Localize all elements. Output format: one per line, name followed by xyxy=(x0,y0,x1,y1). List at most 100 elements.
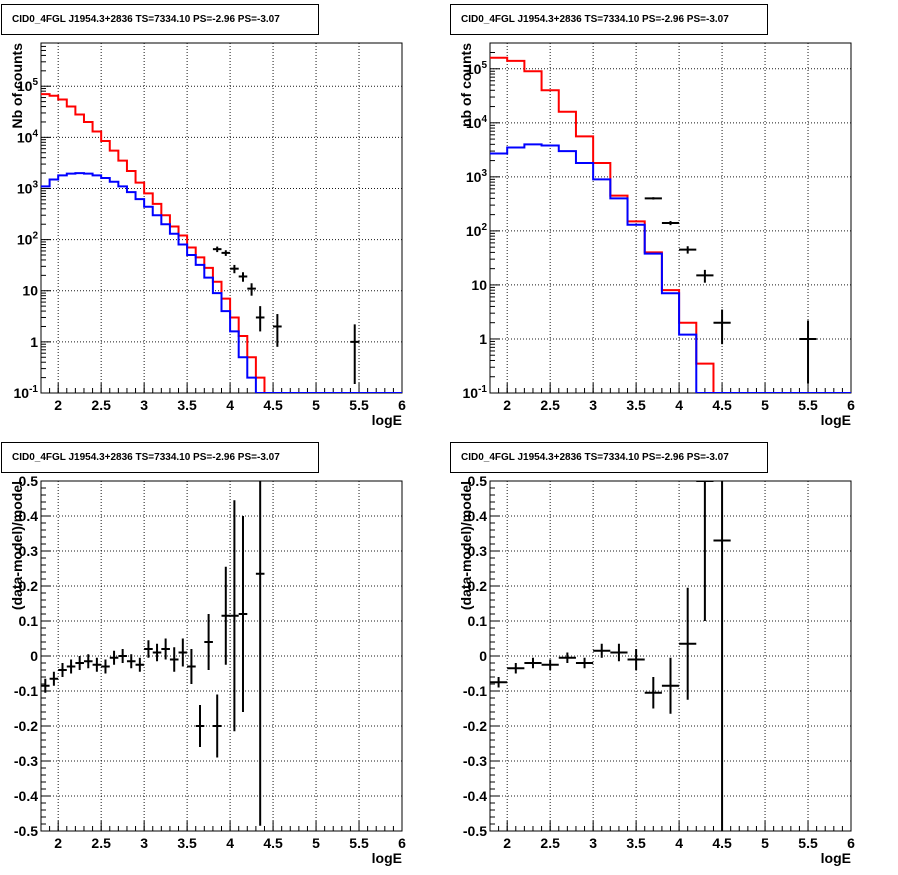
data-point xyxy=(255,306,265,332)
y-tick-label: 10 xyxy=(471,277,487,293)
data-point xyxy=(610,643,628,662)
data-point xyxy=(627,649,645,670)
y-tick-label: 0.1 xyxy=(468,613,488,629)
y-tick-label: 0.1 xyxy=(19,613,39,629)
y-tick-exponent: 3 xyxy=(32,179,38,190)
y-tick-label: 0.4 xyxy=(19,508,39,524)
y-tick-label: 0 xyxy=(479,648,487,664)
data-point xyxy=(135,657,145,672)
x-tick-label: 6 xyxy=(847,397,855,413)
data-point xyxy=(152,643,162,662)
x-tick-label: 2 xyxy=(54,397,62,413)
x-tick-label: 6 xyxy=(398,397,406,413)
data-point xyxy=(255,481,265,826)
y-axis-title: Nb of counts xyxy=(9,43,25,129)
y-tick-base: 10 xyxy=(17,129,33,145)
x-tick-label: 3 xyxy=(140,397,148,413)
x-tick-label: 4 xyxy=(226,835,234,851)
y-tick-base: 10 xyxy=(17,78,33,94)
data-point xyxy=(679,587,697,700)
data-point xyxy=(161,638,170,660)
data-point xyxy=(247,283,256,296)
x-tick-label: 5.5 xyxy=(798,397,818,413)
data-point xyxy=(644,677,662,709)
y-tick-label: -0.3 xyxy=(14,753,38,769)
data-point xyxy=(661,221,680,226)
data-point xyxy=(195,705,205,747)
plot-area xyxy=(490,56,851,393)
y-axis-title: (data-model)/model xyxy=(458,481,474,610)
y-tick-base: 10 xyxy=(466,61,482,77)
data-point xyxy=(593,643,611,658)
data-point xyxy=(187,649,196,684)
y-tick-exponent: 4 xyxy=(32,128,38,139)
x-tick-label: 6 xyxy=(847,835,855,851)
chart-tr: CID0_4FGL J1954.3+2836 TS=7334.10 PS=-2.… xyxy=(450,4,855,428)
x-tick-label: 2.5 xyxy=(540,835,560,851)
x-tick-label: 5 xyxy=(312,835,320,851)
y-tick-label: 103 xyxy=(17,179,39,196)
title-box xyxy=(450,4,768,35)
data-point xyxy=(126,654,136,669)
x-tick-label: 2.5 xyxy=(91,835,111,851)
chart-title: CID0_4FGL J1954.3+2836 TS=7334.10 PS=-2.… xyxy=(12,14,280,25)
data-point xyxy=(101,659,110,674)
plot-area xyxy=(41,93,402,393)
x-tick-label: 3.5 xyxy=(626,835,646,851)
data-point xyxy=(696,269,714,283)
x-axis-title: logE xyxy=(372,850,402,866)
x-tick-label: 4 xyxy=(226,397,234,413)
y-tick-exponent: 5 xyxy=(32,77,38,88)
data-point xyxy=(144,640,153,658)
x-tick-label: 4.5 xyxy=(712,397,732,413)
data-point xyxy=(230,500,239,732)
data-point xyxy=(212,246,222,253)
x-tick-label: 5.5 xyxy=(798,835,818,851)
component-histogram-line xyxy=(490,143,851,393)
chart-br: CID0_4FGL J1954.3+2836 TS=7334.10 PS=-2.… xyxy=(450,442,855,866)
y-tick-exponent: 2 xyxy=(481,222,487,233)
y-axis-title: nb of counts xyxy=(458,43,474,127)
y-tick-label: 102 xyxy=(466,222,488,239)
data-point xyxy=(799,320,817,384)
x-tick-label: 5 xyxy=(761,835,769,851)
plot-frame xyxy=(489,42,852,394)
y-tick-exponent: 4 xyxy=(481,114,487,125)
data-point xyxy=(644,197,662,200)
x-axis-title: logE xyxy=(821,412,851,428)
x-tick-label: 3 xyxy=(140,835,148,851)
y-tick-label: 0.3 xyxy=(468,543,488,559)
x-tick-label: 4 xyxy=(675,397,683,413)
chart-tl: CID0_4FGL J1954.3+2836 TS=7334.10 PS=-2.… xyxy=(1,4,406,428)
panel-counts-fine: CID0_4FGL J1954.3+2836 TS=7334.10 PS=-2.… xyxy=(0,0,449,437)
y-tick-label: 0 xyxy=(30,648,38,664)
panel-residuals-coarse: CID0_4FGL J1954.3+2836 TS=7334.10 PS=-2.… xyxy=(449,438,898,875)
data-point xyxy=(83,654,93,669)
data-point xyxy=(58,663,67,677)
data-point xyxy=(92,657,102,672)
data-point xyxy=(558,652,576,663)
x-tick-label: 5 xyxy=(312,397,320,413)
y-tick-label: -0.2 xyxy=(14,718,38,734)
data-point xyxy=(75,656,84,670)
y-tick-label: 0.2 xyxy=(19,578,39,594)
y-tick-base: 10 xyxy=(14,385,30,401)
x-tick-label: 3.5 xyxy=(177,835,197,851)
y-axis-title: (data-model)/model xyxy=(9,481,25,610)
data-point xyxy=(713,309,731,345)
y-tick-label: -0.4 xyxy=(463,788,487,804)
y-tick-label: 103 xyxy=(466,168,488,185)
plot-frame xyxy=(40,42,403,394)
y-tick-label: 10 xyxy=(22,283,38,299)
data-point xyxy=(524,657,542,669)
y-tick-label: 102 xyxy=(17,231,39,248)
x-tick-label: 3.5 xyxy=(626,397,646,413)
x-tick-label: 4 xyxy=(675,835,683,851)
data-point xyxy=(221,566,231,665)
y-tick-label: 104 xyxy=(17,128,39,145)
y-tick-label: 0.5 xyxy=(468,473,488,489)
data-point xyxy=(169,647,179,672)
y-tick-label: -0.5 xyxy=(14,823,38,839)
data-point xyxy=(679,246,697,254)
data-point xyxy=(212,694,222,758)
